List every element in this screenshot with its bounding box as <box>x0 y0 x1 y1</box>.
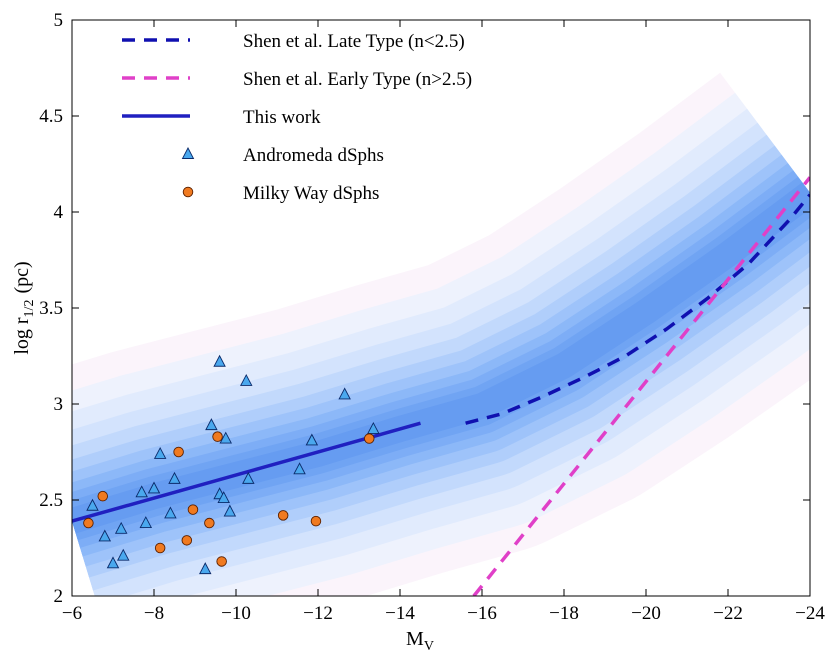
series-line-0 <box>465 193 810 425</box>
andromeda-point <box>139 516 153 528</box>
andromeda-point <box>117 548 130 561</box>
tick-layer: −6 −8 −10 −12 −14 −16 −18 −20 −22 −24 2 2.5 3 3.5 4 4.5… <box>39 10 825 624</box>
andromeda-point <box>242 471 255 484</box>
milky-way-point <box>277 510 289 521</box>
y-tick-label: 4 <box>54 202 64 223</box>
andromeda-point <box>106 556 120 569</box>
andromeda-point <box>217 491 230 504</box>
milky-way-point <box>204 517 215 529</box>
andromeda-point <box>213 354 226 367</box>
andromeda-point <box>114 521 128 534</box>
andromeda-point <box>293 462 306 475</box>
x-tick-label: −22 <box>713 603 743 624</box>
milky-way-point <box>154 542 166 554</box>
legend-label-2: This work <box>243 107 321 128</box>
x-axis-label: MV <box>406 628 434 654</box>
andromeda-point <box>367 421 380 434</box>
andromeda-point <box>168 471 181 484</box>
legend-swatch-3 <box>181 147 195 159</box>
x-tick-label: −18 <box>549 603 579 624</box>
andromeda-point <box>135 485 148 498</box>
y-tick-label: 2.5 <box>39 490 63 511</box>
legend-label-3: Andromeda dSphs <box>243 145 384 166</box>
andromeda-point <box>164 506 177 519</box>
x-tick-label: −16 <box>467 603 497 624</box>
andromeda-point <box>199 562 212 575</box>
andromeda-point <box>86 498 99 511</box>
andromeda-point <box>219 431 232 444</box>
andromeda-point <box>153 446 167 459</box>
legend-label-4: Milky Way dSphs <box>243 183 379 204</box>
milky-way-point <box>187 504 199 515</box>
milky-way-point <box>181 535 193 546</box>
y-tick-label: 5 <box>54 10 64 31</box>
x-tick-label: −6 <box>62 603 82 624</box>
milky-way-point <box>364 433 375 444</box>
y-axis-label: log r1/2(pc) <box>11 261 37 354</box>
legend-label-1: Shen et al. Early Type (n>2.5) <box>243 69 472 90</box>
legend: Shen et al. Late Type (n<2.5) Shen et al.… <box>122 31 472 204</box>
andromeda-point <box>205 418 218 431</box>
andromeda-point <box>147 481 161 494</box>
series-line-2 <box>72 421 421 523</box>
x-tick-label: −20 <box>631 603 661 624</box>
milky-way-point <box>173 446 184 458</box>
y-tick-label: 2 <box>54 586 64 607</box>
x-tick-label: −12 <box>303 603 333 624</box>
legend-swatch-4 <box>182 186 194 198</box>
andromeda-point <box>223 504 237 517</box>
milky-way-point <box>216 556 227 567</box>
legend-label-0: Shen et al. Late Type (n<2.5) <box>243 31 465 52</box>
y-tick-label: 3.5 <box>39 298 63 319</box>
milky-way-point <box>212 431 223 442</box>
x-tick-label: −14 <box>385 603 415 624</box>
milky-way-point <box>97 490 108 502</box>
series-line-1 <box>472 176 810 596</box>
x-tick-label: −24 <box>795 603 825 624</box>
milky-way-point <box>83 517 94 529</box>
series-layer <box>72 176 810 596</box>
andromeda-point <box>240 373 253 386</box>
andromeda-point <box>305 433 319 446</box>
y-tick-label: 3 <box>54 394 64 415</box>
milky-way-point <box>310 515 322 527</box>
x-tick-label: −10 <box>221 603 251 624</box>
x-tick-label: −8 <box>144 603 164 624</box>
andromeda-point <box>98 529 112 542</box>
andromeda-point <box>338 387 351 400</box>
y-tick-label: 4.5 <box>39 106 63 127</box>
